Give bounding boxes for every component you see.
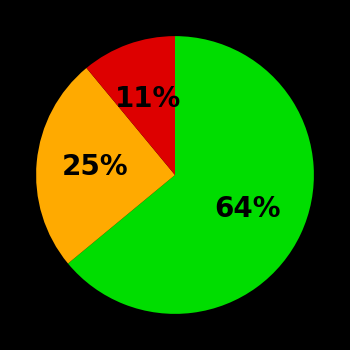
Text: 64%: 64% [215, 195, 281, 223]
Wedge shape [86, 36, 175, 175]
Wedge shape [68, 36, 314, 314]
Wedge shape [36, 68, 175, 264]
Text: 25%: 25% [62, 153, 128, 181]
Text: 11%: 11% [114, 85, 181, 113]
